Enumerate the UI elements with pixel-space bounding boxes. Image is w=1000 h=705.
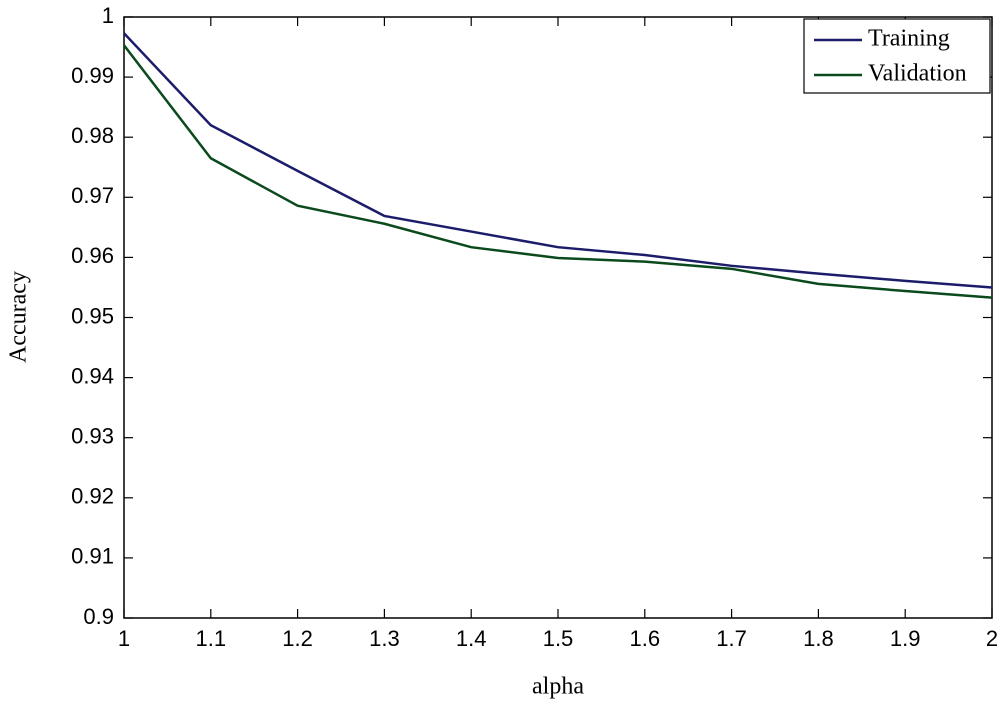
x-tick-label: 1.8: [803, 626, 834, 651]
series-line: [123, 32, 993, 289]
y-tick-label: 0.97: [71, 183, 114, 208]
y-tick-label: 0.99: [71, 63, 114, 88]
y-tick-label: 0.96: [71, 243, 114, 268]
x-tick-label: 2: [986, 626, 998, 651]
y-tick-label: 0.91: [71, 544, 114, 569]
x-tick-label: 1.5: [543, 626, 574, 651]
y-axis-label: Accuracy: [6, 271, 32, 363]
y-tick-label: 1: [102, 3, 114, 28]
x-axis-label: alpha: [532, 674, 584, 700]
y-tick-label: 0.98: [71, 123, 114, 148]
x-tick-label: 1.4: [456, 626, 487, 651]
y-tick-label: 0.94: [71, 363, 114, 388]
y-tick-label: 0.9: [83, 604, 114, 629]
x-tick-label: 1.7: [716, 626, 747, 651]
plot-frame: [123, 16, 993, 619]
x-tick-label: 1.6: [630, 626, 661, 651]
x-tick-label: 1.1: [196, 626, 227, 651]
legend-label: Validation: [868, 61, 967, 87]
y-tick-label: 0.93: [71, 424, 114, 449]
y-tick-label: 0.92: [71, 484, 114, 509]
series-line: [123, 44, 993, 299]
x-tick-label: 1.2: [282, 626, 313, 651]
x-tick-label: 1: [118, 626, 130, 651]
legend-label: Training: [868, 26, 950, 52]
x-tick-label: 1.3: [369, 626, 400, 651]
y-tick-label: 0.95: [71, 303, 114, 328]
legend-box: [803, 18, 991, 94]
x-tick-label: 1.9: [890, 626, 921, 651]
